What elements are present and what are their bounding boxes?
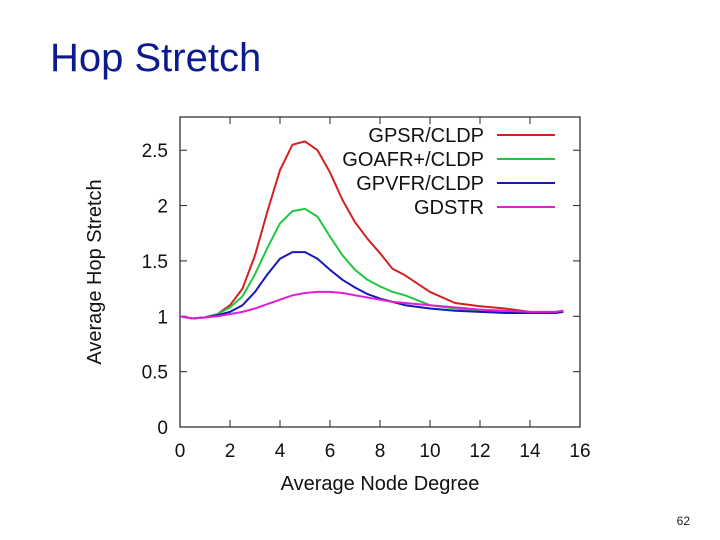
- y-axis-label: Average Hop Stretch: [84, 179, 106, 364]
- y-tick-label: 1: [157, 307, 168, 328]
- legend-label: GPVFR/CLDP: [356, 173, 484, 195]
- legend-label: GOAFR+/CLDP: [342, 149, 484, 171]
- series-line-gpsr-cldp: [179, 140, 564, 320]
- series-line-gpvfr-cldp: [179, 251, 564, 320]
- slide-title: Hop Stretch: [50, 36, 262, 80]
- series-line-goafr-cldp: [179, 207, 564, 320]
- page-number: 62: [676, 514, 690, 528]
- series-line-gdstr: [179, 290, 564, 320]
- x-tick-label: 14: [519, 441, 541, 462]
- y-tick-label: 0: [157, 418, 168, 439]
- x-tick-label: 4: [275, 441, 286, 462]
- y-tick-label: 2.5: [142, 141, 168, 162]
- x-axis-label: Average Node Degree: [281, 473, 480, 495]
- x-tick-label: 10: [419, 441, 440, 462]
- x-tick-label: 6: [325, 441, 336, 462]
- y-tick-label: 1.5: [142, 252, 168, 273]
- y-tick-label: 2: [157, 197, 168, 218]
- y-tick-label: 0.5: [142, 363, 168, 384]
- tick-layer: 0 2 4 6 8 10 12 14 16 0 0.5 1 1.5 2 2.5: [142, 117, 591, 462]
- x-tick-label: 2: [225, 441, 236, 462]
- x-tick-label: 12: [469, 441, 490, 462]
- legend-label: GPSR/CLDP: [368, 125, 484, 147]
- x-tick-label: 0: [175, 441, 186, 462]
- x-tick-label: 8: [375, 441, 386, 462]
- series-layer: [179, 140, 564, 320]
- legend-label: GDSTR: [414, 197, 484, 219]
- x-tick-label: 16: [569, 441, 590, 462]
